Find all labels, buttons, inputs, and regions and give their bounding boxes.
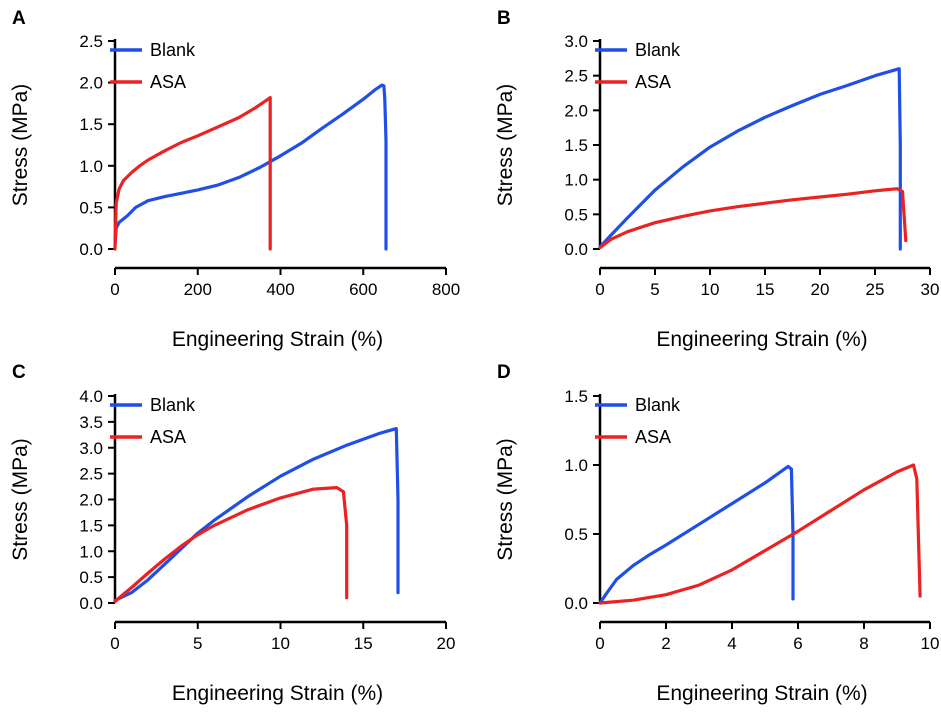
x-tick-label: 10 <box>921 634 940 653</box>
y-tick-label: 0.5 <box>564 525 588 544</box>
x-tick-label: 0 <box>595 280 604 299</box>
y-axis-title: Stress (MPa) <box>494 84 517 207</box>
y-tick-label: 2.0 <box>79 491 103 510</box>
y-tick-label: 0.0 <box>564 240 588 259</box>
y-tick-label: 2.0 <box>79 74 103 93</box>
x-tick-label: 15 <box>354 634 373 653</box>
panel-c: C 0.0 0.5 1.0 1.5 2.0 2.5 3.0 3.5 4.0 0 5 10 15 20 Engi… <box>9 362 455 705</box>
legend-label-blank: Blank <box>150 395 196 415</box>
x-tick-label: 5 <box>193 634 202 653</box>
series-line-asa <box>598 463 922 605</box>
y-tick-label: 3.5 <box>79 413 103 432</box>
x-tick-label: 10 <box>701 280 720 299</box>
x-tick-label: 200 <box>184 280 212 299</box>
series-line-blank <box>598 464 795 605</box>
legend-label-blank: Blank <box>635 395 681 415</box>
panel-label: C <box>12 362 26 383</box>
x-tick-label: 400 <box>266 280 294 299</box>
x-tick-label: 0 <box>110 634 119 653</box>
x-tick-label: 20 <box>437 634 456 653</box>
y-tick-label: 2.5 <box>564 67 588 86</box>
series-line-asa <box>598 187 908 250</box>
y-tick-label: 1.0 <box>564 171 588 190</box>
y-tick-label: 4.0 <box>79 387 103 406</box>
y-tick-label: 0.5 <box>79 568 103 587</box>
y-axis-title: Stress (MPa) <box>9 438 32 561</box>
x-axis-title: Engineering Strain (%) <box>656 682 867 705</box>
series-line-blank <box>598 67 902 251</box>
y-tick-label: 3.0 <box>564 32 588 51</box>
legend-label-blank: Blank <box>635 40 681 60</box>
y-tick-label: 2.5 <box>79 465 103 484</box>
y-axis-title: Stress (MPa) <box>9 84 32 207</box>
x-tick-label: 10 <box>271 634 290 653</box>
legend-label-asa: ASA <box>635 427 671 447</box>
legend-label-asa: ASA <box>150 72 186 92</box>
panel-a: A 0.0 0.5 1.0 1.5 2.0 2.5 0 200 400 600 800 Engineer… <box>9 8 460 351</box>
legend-label-blank: Blank <box>150 40 196 60</box>
y-tick-label: 2.0 <box>564 101 588 120</box>
x-tick-label: 4 <box>727 634 736 653</box>
y-axis-title: Stress (MPa) <box>494 438 517 561</box>
y-tick-label: 1.5 <box>564 136 588 155</box>
y-tick-label: 1.5 <box>79 115 103 134</box>
x-tick-label: 0 <box>595 634 604 653</box>
y-tick-label: 1.0 <box>564 456 588 475</box>
y-tick-label: 1.5 <box>564 387 588 406</box>
x-tick-label: 20 <box>811 280 830 299</box>
y-tick-label: 1.0 <box>79 157 103 176</box>
x-tick-label: 800 <box>432 280 460 299</box>
y-tick-label: 1.0 <box>79 542 103 561</box>
x-tick-label: 0 <box>110 280 119 299</box>
y-tick-label: 0.0 <box>79 594 103 613</box>
panel-label: A <box>12 8 26 29</box>
x-axis-title: Engineering Strain (%) <box>656 328 867 351</box>
panel-label: B <box>497 8 511 29</box>
panel-d: D 0.0 0.5 1.0 1.5 0 2 4 6 8 10 Engineering Strain (… <box>494 362 939 705</box>
x-tick-label: 2 <box>661 634 670 653</box>
legend-label-asa: ASA <box>635 72 671 92</box>
series-line-asa <box>113 95 272 251</box>
x-tick-label: 600 <box>349 280 377 299</box>
legend-label-asa: ASA <box>150 427 186 447</box>
y-tick-label: 3.0 <box>79 439 103 458</box>
x-tick-label: 8 <box>859 634 868 653</box>
x-axis-title: Engineering Strain (%) <box>172 682 383 705</box>
y-tick-label: 0.0 <box>564 594 588 613</box>
x-axis-title: Engineering Strain (%) <box>172 328 383 351</box>
series-line-blank <box>113 427 400 603</box>
y-tick-label: 0.0 <box>79 240 103 259</box>
x-tick-label: 6 <box>793 634 802 653</box>
y-tick-label: 1.5 <box>79 516 103 535</box>
x-tick-label: 30 <box>921 280 940 299</box>
y-tick-label: 0.5 <box>564 205 588 224</box>
series-line-asa <box>113 486 349 604</box>
panel-b: B 0.0 0.5 1.0 1.5 2.0 2.5 3.0 0 5 10 15 20 25 30 Engine… <box>494 8 939 351</box>
y-tick-label: 0.5 <box>79 198 103 217</box>
y-tick-label: 2.5 <box>79 32 103 51</box>
panel-label: D <box>497 362 511 383</box>
x-tick-label: 5 <box>650 280 659 299</box>
x-tick-label: 15 <box>756 280 775 299</box>
x-tick-label: 25 <box>866 280 885 299</box>
